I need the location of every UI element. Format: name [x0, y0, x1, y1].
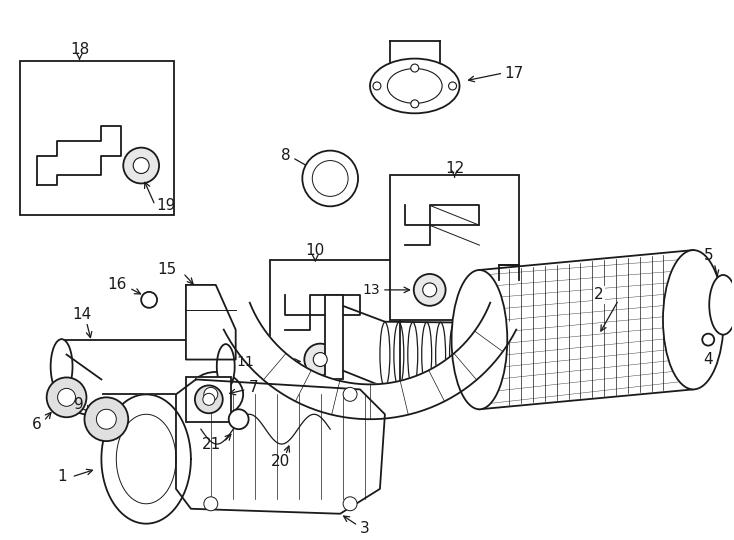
Polygon shape — [176, 380, 385, 514]
Text: 11: 11 — [237, 355, 255, 368]
Circle shape — [141, 292, 157, 308]
Text: 9: 9 — [73, 397, 84, 412]
Circle shape — [313, 353, 327, 367]
Polygon shape — [479, 250, 694, 409]
Text: 20: 20 — [271, 454, 290, 469]
Circle shape — [302, 151, 358, 206]
Text: 6: 6 — [32, 417, 42, 431]
Circle shape — [411, 100, 418, 108]
Polygon shape — [37, 126, 121, 185]
Circle shape — [305, 343, 336, 375]
FancyBboxPatch shape — [62, 340, 226, 394]
Text: 15: 15 — [158, 262, 177, 278]
Text: 5: 5 — [703, 247, 713, 262]
Ellipse shape — [709, 275, 734, 335]
Circle shape — [343, 387, 357, 401]
Ellipse shape — [388, 69, 442, 103]
Ellipse shape — [451, 270, 507, 409]
Text: 7: 7 — [249, 380, 258, 395]
Text: 8: 8 — [281, 148, 291, 163]
Circle shape — [229, 409, 249, 429]
Text: 1: 1 — [57, 469, 67, 484]
Text: 3: 3 — [360, 521, 370, 536]
Circle shape — [448, 82, 457, 90]
Circle shape — [47, 377, 87, 417]
Circle shape — [373, 82, 381, 90]
Circle shape — [57, 388, 76, 406]
Ellipse shape — [663, 250, 724, 389]
Text: 14: 14 — [72, 307, 91, 322]
Circle shape — [203, 393, 215, 406]
Polygon shape — [224, 303, 516, 419]
Circle shape — [195, 386, 222, 413]
Ellipse shape — [189, 372, 243, 417]
Text: 18: 18 — [70, 42, 89, 57]
Text: 17: 17 — [504, 65, 523, 80]
Circle shape — [133, 158, 149, 173]
Circle shape — [96, 409, 116, 429]
Ellipse shape — [370, 59, 459, 113]
Ellipse shape — [51, 339, 73, 394]
Text: 12: 12 — [445, 161, 464, 176]
Ellipse shape — [217, 344, 235, 389]
FancyBboxPatch shape — [186, 377, 230, 422]
Circle shape — [343, 497, 357, 511]
Text: 13: 13 — [363, 283, 380, 297]
Text: 19: 19 — [156, 198, 175, 213]
Circle shape — [414, 274, 446, 306]
Circle shape — [312, 160, 348, 197]
Circle shape — [411, 64, 418, 72]
Polygon shape — [385, 322, 479, 387]
Polygon shape — [186, 285, 236, 360]
Polygon shape — [67, 355, 101, 419]
Circle shape — [123, 147, 159, 184]
Text: 21: 21 — [202, 437, 221, 451]
Circle shape — [702, 334, 714, 346]
Text: 10: 10 — [305, 242, 325, 258]
Text: 16: 16 — [107, 278, 126, 293]
Text: 2: 2 — [594, 287, 603, 302]
Text: 4: 4 — [703, 352, 713, 367]
FancyBboxPatch shape — [390, 176, 519, 320]
FancyBboxPatch shape — [271, 260, 400, 389]
Circle shape — [204, 497, 218, 511]
FancyBboxPatch shape — [20, 61, 174, 215]
Circle shape — [423, 283, 437, 297]
FancyBboxPatch shape — [325, 295, 343, 380]
Circle shape — [84, 397, 128, 441]
Circle shape — [204, 387, 218, 401]
Polygon shape — [340, 305, 385, 387]
Polygon shape — [101, 394, 191, 524]
